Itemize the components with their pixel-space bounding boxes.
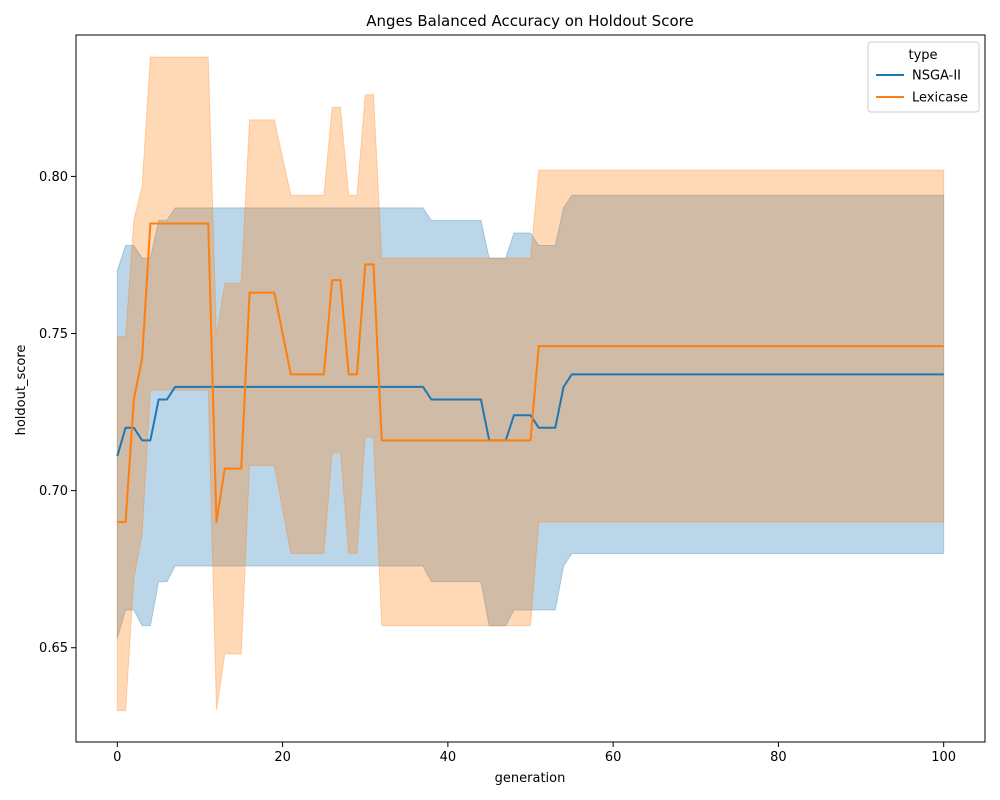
y-tick-label: 0.70 — [39, 484, 68, 499]
legend-box — [867, 41, 980, 113]
y-tick-label: 0.75 — [39, 327, 68, 342]
axis-ticks: 0 20 40 60 80 100 0.65 0.70 0.75 0.80 — [39, 170, 956, 765]
legend: type NSGA-II Lexicase — [867, 41, 980, 113]
chart-title: Anges Balanced Accuracy on Holdout Score — [366, 12, 693, 30]
x-tick-label: 20 — [274, 750, 291, 765]
y-tick-label: 0.80 — [39, 170, 68, 185]
lexicase-line — [117, 222, 944, 524]
y-axis-label: holdout_score — [14, 345, 29, 436]
nsga-ii-legend-label: NSGA-II — [912, 69, 961, 84]
x-tick-label: 40 — [440, 750, 457, 765]
nsga-ii-line — [116, 373, 944, 457]
legend-title: type — [908, 48, 937, 63]
x-tick-label: 60 — [605, 750, 622, 765]
lexicase-confidence-band — [116, 56, 945, 712]
y-tick-label: 0.65 — [39, 641, 68, 656]
axes-frame — [75, 34, 986, 743]
x-tick-label: 80 — [770, 750, 787, 765]
x-tick-label: 100 — [931, 750, 956, 765]
lexicase-legend-label: Lexicase — [912, 91, 968, 106]
x-axis-label: generation — [495, 771, 566, 786]
plot-area — [116, 56, 945, 712]
x-tick-label: 0 — [113, 750, 121, 765]
